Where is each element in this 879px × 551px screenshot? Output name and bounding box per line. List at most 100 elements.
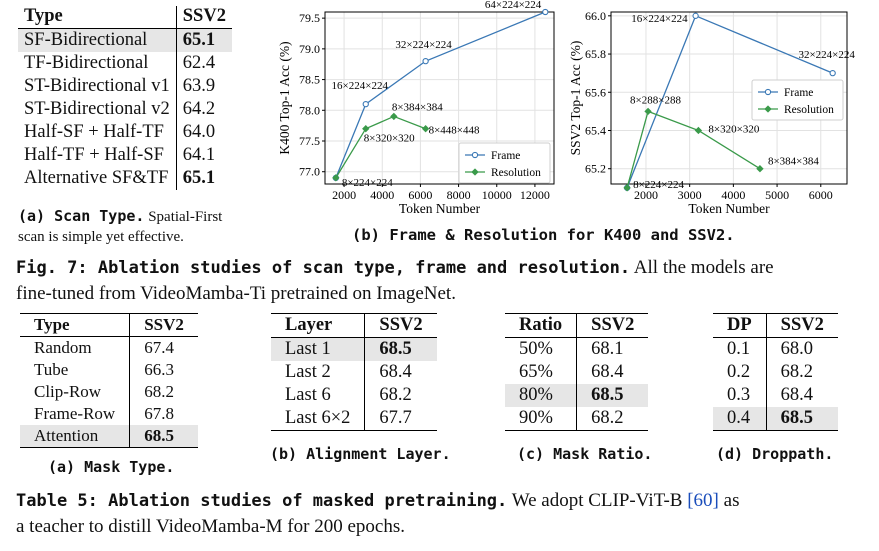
data-label: 8×224×224 (342, 177, 393, 189)
x-tick-label: 10000 (482, 188, 512, 202)
align-layer-key-cell: Last 6×2 (271, 407, 366, 431)
legend-box (751, 79, 844, 121)
x-tick-label: 2000 (634, 188, 658, 202)
y-tick-label: 78.0 (299, 103, 320, 117)
scan-ssv2-cell: 64.1 (182, 145, 216, 165)
y-tick-label: 65.2 (585, 162, 606, 176)
data-point-frame (362, 100, 369, 108)
x-tick-label: 6000 (408, 188, 432, 202)
scan-type-caption-line2: scan is simple yet effective. (18, 229, 184, 245)
data-label: 8×320×320 (364, 133, 415, 145)
mask-ratio-header: SSV2 (591, 315, 635, 335)
y-tick-label: 77.5 (299, 134, 320, 148)
y-tick-label: 66.0 (585, 9, 606, 23)
scan-type-cell: Alternative SF&TF (18, 167, 177, 190)
x-tick-label: 8000 (447, 188, 471, 202)
data-label: 64×224×224 (485, 0, 542, 11)
y-tick-label: 65.4 (585, 123, 606, 137)
table-caption-label: Table 5: Ablation studies of masked pret… (16, 491, 508, 511)
droppath-value-cell: 68.2 (780, 362, 814, 382)
table-row: TF-Bidirectional 62.4 (18, 52, 232, 75)
scan-ssv2-cell: 65.1 (182, 168, 216, 188)
mask-ratio-value-cell: 68.1 (591, 339, 624, 359)
droppath-value-cell: 68.5 (780, 408, 814, 428)
align-layer-wrap: Layer SSV2 Last 1 68.5 Last 2 68.4 Last 6 68.2 L… (271, 313, 437, 431)
mask-type-key-cell: Attention (20, 425, 131, 448)
chart-caption: (b) Frame & Resolution for K400 and SSV2… (352, 226, 735, 244)
align-layer-header: SSV2 (379, 315, 423, 335)
scan-ssv2-cell: 64.0 (182, 122, 216, 142)
mask-type-value-cell: 67.4 (144, 338, 174, 357)
figure-caption-label: Fig. 7: Ablation studies of scan type, f… (16, 258, 631, 278)
table-row: Alternative SF&TF 65.1 (18, 167, 232, 190)
data-point-frame (422, 57, 429, 65)
legend-box (458, 142, 551, 184)
x-tick-label: 2000 (332, 188, 356, 202)
table-caption-text2: as (723, 490, 740, 511)
scan-ssv2-cell: 64.2 (182, 99, 216, 119)
mask-type-value-cell: 67.8 (144, 404, 174, 423)
align-layer-table: Layer SSV2 Last 1 68.5 Last 2 68.4 Last 6 68.2 L… (271, 313, 437, 431)
data-point-resolution (694, 126, 703, 135)
droppath-key-cell: 0.1 (713, 337, 767, 361)
figure-caption-text1: All the models are (633, 257, 774, 278)
y-tick-label: 77.0 (299, 165, 320, 179)
table-caption-text1: We adopt CLIP-ViT-B (511, 490, 683, 511)
data-label: 8×448×448 (429, 125, 480, 137)
ssv2-chart: 65.2 65.4 65.6 65.8 66.0 2000 3000 4000 5000 6000… (568, 9, 855, 216)
legend-label: Resolution (784, 104, 834, 116)
table-row: Frame-Row 67.8 (20, 403, 198, 425)
droppath-key-cell: 0.4 (713, 407, 767, 431)
scan-ssv2-cell: 62.4 (182, 53, 216, 73)
scan-type-caption-label: (a) Scan Type. (18, 207, 145, 225)
scan-type-cell: Half-SF + Half-TF (18, 121, 177, 144)
data-label: 8×320×320 (708, 123, 759, 135)
align-layer-key-cell: Last 6 (271, 384, 366, 407)
table-row: Attention 68.5 (20, 425, 198, 448)
mask-type-value-cell: 68.2 (144, 382, 174, 401)
mask-ratio-caption: (c) Mask Ratio. (517, 445, 653, 463)
table-row: Clip-Row 68.2 (20, 381, 198, 403)
mask-ratio-key-cell: 50% (505, 337, 578, 361)
figure-caption-text2: fine-tuned from VideoMamba-Ti pretrained… (16, 283, 456, 304)
table-row: Last 1 68.5 (271, 337, 437, 361)
series-line-resolution (335, 115, 426, 179)
mask-ratio-key-cell: 65% (505, 361, 578, 384)
table-row: 50% 68.1 (505, 337, 648, 361)
scan-type-cell: TF-Bidirectional (18, 52, 177, 75)
droppath-value-cell: 68.4 (780, 385, 814, 405)
mask-type-table: Type SSV2 Random 67.4 Tube 66.3 Clip-Row 68.2 Fr… (20, 313, 198, 448)
scan-header-type: Type (18, 6, 177, 29)
scan-type-cell: Half-TF + Half-SF (18, 144, 177, 167)
mask-type-header: Type (20, 313, 131, 337)
x-axis-label: Token Number (399, 201, 481, 216)
series-line-resolution (626, 110, 761, 188)
table-row: Last 6×2 67.7 (271, 407, 437, 431)
mask-ratio-value-cell: 68.2 (591, 408, 624, 428)
data-point-resolution (756, 165, 764, 173)
table-row: 0.1 68.0 (713, 337, 838, 361)
table-row: SF-Bidirectional 65.1 (18, 28, 232, 52)
y-tick-label: 65.6 (585, 85, 606, 99)
x-tick-label: 3000 (678, 188, 702, 202)
mask-type-key-cell: Random (20, 336, 131, 359)
table-caption-text3: a teacher to distill VideoMamba-M for 20… (16, 516, 405, 537)
scan-type-cell: ST-Bidirectional v1 (18, 75, 177, 98)
data-label: 32×224×224 (395, 39, 452, 51)
citation-link[interactable]: [60] (687, 490, 719, 511)
x-tick-label: 12000 (520, 188, 550, 202)
align-layer-caption: (b) Alignment Layer. (270, 445, 451, 463)
legend-marker (764, 88, 772, 96)
data-point-frame (542, 8, 549, 16)
scan-type-caption-line1: Spatial-First (148, 209, 223, 225)
droppath-key-cell: 0.3 (713, 384, 767, 407)
mask-ratio-key-cell: 80% (505, 384, 578, 407)
droppath-wrap: DP SSV2 0.1 68.0 0.2 68.2 0.3 68.4 0.4 68.5 (713, 313, 838, 431)
table-row: 65% 68.4 (505, 361, 648, 384)
scan-ssv2-cell: 63.9 (182, 76, 216, 96)
data-point-resolution (623, 184, 631, 192)
mask-ratio-table: Ratio SSV2 50% 68.1 65% 68.4 80% 68.5 90% 68.2 (505, 313, 649, 431)
x-tick-label: 4000 (721, 188, 745, 202)
legend-label: Frame (784, 87, 813, 99)
align-layer-key-cell: Last 1 (271, 337, 366, 361)
